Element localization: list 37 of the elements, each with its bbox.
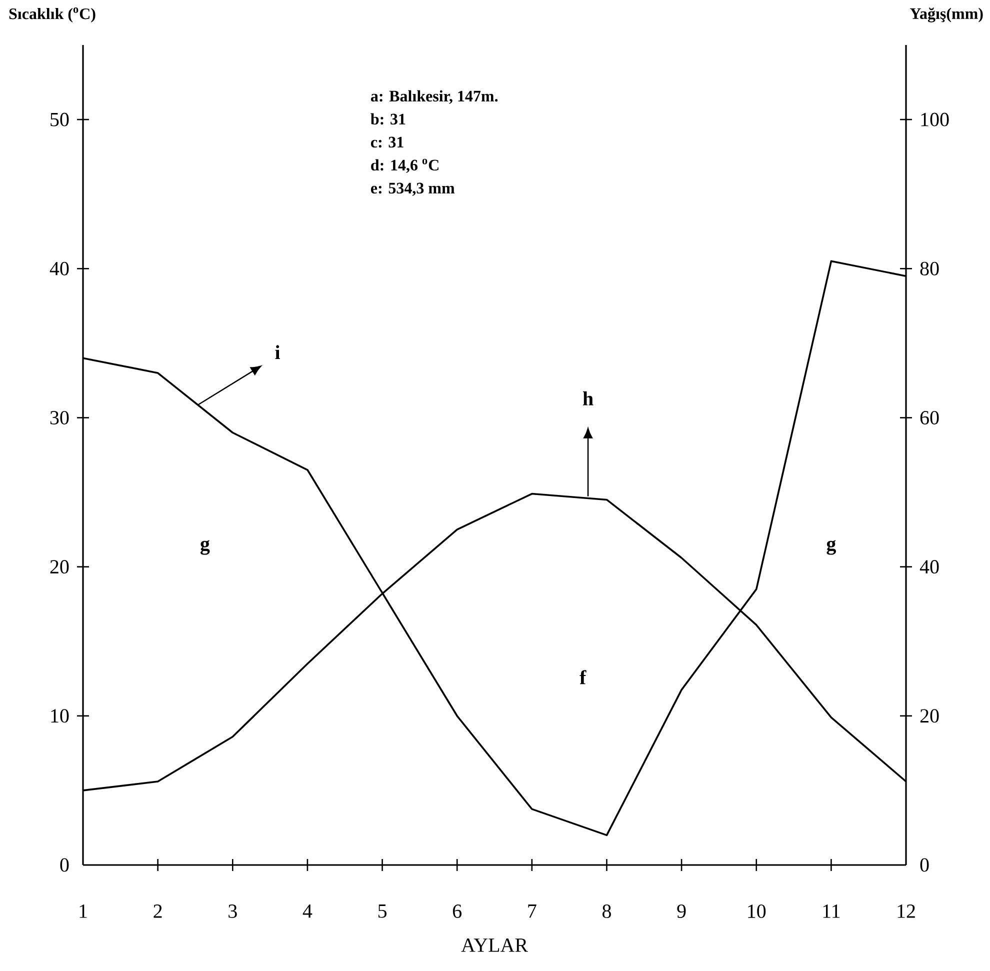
x-tick-label: 10 — [748, 904, 766, 918]
x-tick-label: 4 — [302, 904, 312, 918]
y2-tick-label: 20 — [920, 709, 939, 723]
annotation: a: Balıkesir, 147m. — [370, 90, 498, 104]
annotation: d: 14,6 $^{o}$C — [371, 158, 438, 173]
x-tick-label: 2 — [154, 904, 162, 918]
y2-tick-label: 40 — [920, 560, 939, 574]
annotation: i — [275, 345, 280, 360]
x-tick-label: 3 — [228, 904, 237, 918]
y2-tick-label: 0 — [920, 858, 929, 872]
x-tick-label: 11 — [823, 904, 840, 918]
annotation: c: 31 — [370, 136, 404, 148]
x-axis-title: AYLAR — [461, 938, 528, 952]
x-tick-label: 12 — [898, 904, 915, 918]
y2-tick-label: 60 — [920, 410, 939, 424]
annotation: e: 534,3 mm — [370, 182, 455, 196]
annotation: f — [580, 670, 586, 684]
y-tick-label: 0 — [60, 858, 69, 872]
x-tick-label: 1 — [80, 904, 87, 918]
y-axis-title: Sıcaklık ($^{o}$C) — [9, 8, 96, 22]
annotation: g — [200, 540, 210, 555]
annotation: h — [582, 391, 594, 406]
annotation: g — [826, 540, 836, 555]
y2-axis-title: Yağış(mm) — [910, 8, 983, 22]
x-tick-label: 6 — [452, 904, 462, 918]
x-tick-label: 8 — [602, 904, 611, 918]
annotation: b: 31 — [370, 113, 406, 125]
x-tick-label: 9 — [677, 904, 686, 918]
y-tick-label: 30 — [50, 410, 69, 424]
x-tick-label: 7 — [528, 904, 536, 918]
y-tick-label: 40 — [50, 262, 69, 276]
y2-tick-label: 100 — [921, 112, 949, 126]
y-tick-label: 10 — [51, 709, 69, 723]
y-tick-label: 20 — [50, 560, 69, 574]
y-tick-label: 50 — [50, 112, 69, 126]
y2-tick-label: 80 — [920, 262, 939, 276]
x-tick-label: 5 — [378, 904, 386, 918]
